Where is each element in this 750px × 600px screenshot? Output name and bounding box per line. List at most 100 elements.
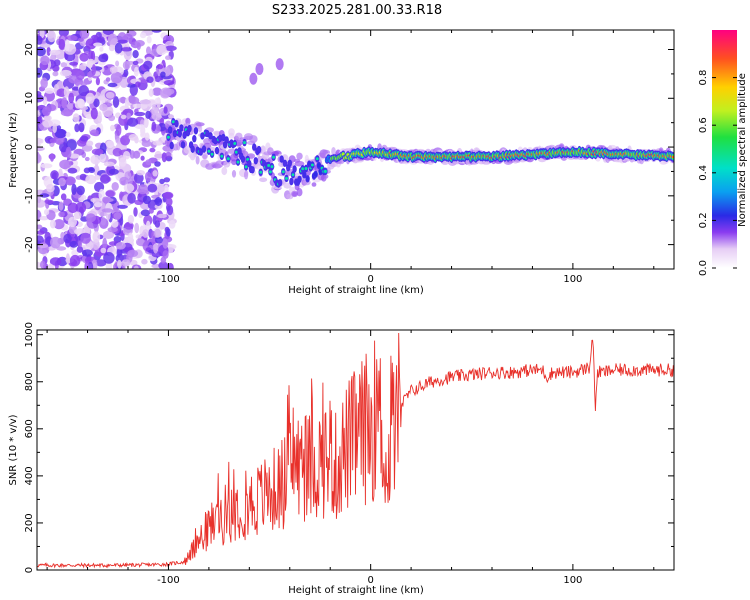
- spectral-noise-blob: [163, 80, 175, 86]
- spectral-noise-blob: [136, 42, 141, 50]
- spectral-noise-blob: [39, 43, 51, 48]
- signal-band-mid: [221, 135, 226, 140]
- spectral-noise-blob: [91, 148, 104, 155]
- spectral-noise-blob: [142, 229, 149, 238]
- signal-band-mid: [192, 136, 197, 141]
- spectral-noise-blob: [107, 226, 118, 233]
- spectral-noise-blob: [162, 238, 169, 249]
- spectral-noise-blob: [126, 83, 137, 88]
- signal-band-core: [268, 170, 272, 174]
- spectral-noise-blob: [132, 50, 139, 59]
- colorbar-tick-label: 0.2: [698, 212, 709, 228]
- signal-band-mid: [257, 147, 261, 152]
- spectral-noise-blob: [40, 163, 53, 169]
- spectral-noise-blob: [37, 224, 43, 230]
- spectral-noise-blob: [37, 114, 43, 125]
- spectral-halo-blob: [201, 152, 208, 160]
- spectral-noise-blob: [141, 140, 152, 147]
- spectral-noise-blob: [78, 122, 85, 133]
- signal-band-core: [207, 149, 211, 153]
- spectral-noise-blob: [79, 30, 90, 39]
- spectral-noise-blob: [88, 167, 96, 173]
- spectral-noise-blob: [102, 196, 109, 204]
- spectral-noise-blob: [80, 135, 89, 142]
- spectral-noise-blob: [40, 77, 48, 89]
- spectral-noise-blob: [90, 107, 98, 120]
- spectral-noise-blob: [165, 55, 171, 60]
- spectral-halo-blob: [324, 174, 329, 179]
- spectral-halo-blob: [195, 155, 200, 165]
- signal-band-mid: [247, 161, 252, 166]
- spectral-noise-blob: [144, 171, 152, 182]
- spectral-noise-blob: [49, 138, 57, 144]
- signal-band-mid: [250, 167, 255, 172]
- signal-band-core: [234, 150, 238, 154]
- spectral-stray-blob: [255, 63, 264, 76]
- spectral-noise-blob: [132, 60, 139, 65]
- spectral-noise-blob: [65, 35, 78, 41]
- spectral-noise-blob: [59, 69, 72, 77]
- spectral-noise-blob: [154, 228, 162, 238]
- spectral-noise-blob: [159, 178, 165, 185]
- y-tick-label: 1000: [24, 322, 35, 347]
- y-tick-label: 800: [24, 372, 35, 391]
- spectral-noise-blob: [135, 81, 141, 88]
- signal-band-core: [226, 157, 230, 161]
- spectral-noise-blob: [43, 199, 54, 204]
- signal-band-core: [671, 156, 674, 158]
- spectral-noise-blob: [100, 247, 107, 254]
- spectral-noise-blob: [156, 64, 164, 70]
- spectral-noise-blob: [71, 249, 79, 256]
- spectral-noise-blob: [145, 110, 152, 119]
- spectral-noise-blob: [126, 112, 131, 119]
- spectral-noise-blob: [96, 36, 105, 43]
- spectral-noise-blob: [94, 201, 103, 208]
- spectral-noise-blob: [77, 37, 84, 42]
- spectral-halo-blob: [165, 151, 172, 158]
- spectral-noise-blob: [132, 103, 143, 109]
- spectral-halo-blob: [213, 131, 221, 137]
- spectral-noise-blob: [93, 42, 103, 47]
- spectral-noise-blob: [37, 46, 46, 57]
- signal-band-mid: [279, 156, 284, 162]
- spectral-noise-blob: [67, 167, 78, 174]
- spectral-noise-blob: [58, 30, 69, 37]
- signal-band-core: [323, 169, 327, 173]
- spectral-noise-blob: [154, 97, 161, 104]
- spectral-noise-blob: [52, 123, 57, 134]
- spectral-noise-blob: [37, 151, 40, 163]
- spectral-stray-blob: [275, 58, 284, 71]
- spectral-halo-blob: [231, 159, 237, 166]
- spectral-noise-blob: [154, 197, 163, 206]
- spectral-noise-blob: [116, 124, 122, 136]
- spectral-noise-blob: [117, 204, 128, 209]
- signal-band-mid: [194, 128, 198, 133]
- spectral-noise-blob: [44, 87, 55, 94]
- spectral-noise-blob: [152, 87, 163, 96]
- spectral-noise-blob: [154, 236, 164, 244]
- spectral-noise-blob: [120, 47, 133, 52]
- spectral-noise-blob: [140, 209, 151, 217]
- signal-band-mid: [237, 148, 242, 154]
- spectral-noise-blob: [152, 170, 158, 177]
- signal-band-core: [310, 163, 314, 167]
- snr-xlabel: Height of straight line (km): [288, 585, 424, 596]
- signal-band-mid: [182, 133, 187, 138]
- spectral-noise-blob: [76, 185, 85, 196]
- spectral-noise-blob: [86, 241, 94, 250]
- signal-band-mid: [289, 179, 294, 184]
- spectral-noise-blob: [129, 150, 136, 159]
- spectral-noise-blob: [143, 214, 153, 226]
- spectral-noise-blob: [127, 192, 136, 204]
- spectral-noise-blob: [58, 211, 65, 218]
- spectrogram-data: [37, 30, 674, 269]
- signal-band-mid: [278, 180, 282, 185]
- spectral-halo-blob: [294, 160, 305, 167]
- spectral-halo-blob: [221, 166, 228, 176]
- spectral-noise-blob: [133, 265, 139, 269]
- signal-band-mid: [208, 133, 213, 138]
- spectral-noise-blob: [151, 121, 157, 132]
- spectral-noise-blob: [127, 249, 139, 258]
- spectral-noise-blob: [60, 109, 73, 117]
- spectral-noise-blob: [127, 117, 139, 127]
